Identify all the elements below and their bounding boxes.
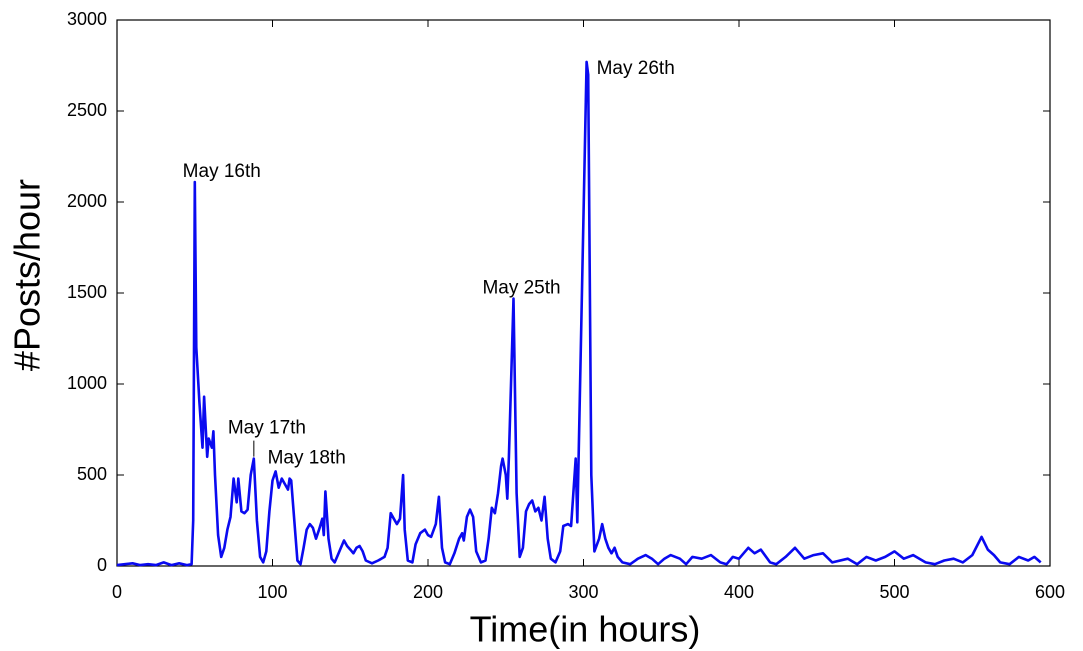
annotation: May 26th xyxy=(597,58,675,79)
x-tick-label: 600 xyxy=(1035,582,1065,602)
annotation: May 17th xyxy=(228,418,306,439)
x-tick-label: 100 xyxy=(257,582,287,602)
x-tick-label: 400 xyxy=(724,582,754,602)
y-tick-label: 3000 xyxy=(67,9,107,29)
y-tick-label: 500 xyxy=(77,464,107,484)
y-tick-label: 0 xyxy=(97,555,107,575)
annotation: May 18th xyxy=(268,447,346,468)
x-tick-label: 500 xyxy=(879,582,909,602)
y-tick-label: 1000 xyxy=(67,373,107,393)
x-tick-label: 0 xyxy=(112,582,122,602)
x-axis-label: Time(in hours) xyxy=(470,609,701,650)
y-tick-label: 1500 xyxy=(67,282,107,302)
plot-frame xyxy=(116,19,1051,567)
x-tick-label: 300 xyxy=(568,582,598,602)
y-axis-label: #Posts/hour xyxy=(7,179,48,371)
y-tick-label: 2000 xyxy=(67,191,107,211)
annotation: May 25th xyxy=(482,277,560,298)
y-tick-label: 2500 xyxy=(67,100,107,120)
x-tick-label: 200 xyxy=(413,582,443,602)
data-line xyxy=(116,60,1042,567)
annotation: May 16th xyxy=(183,161,261,182)
